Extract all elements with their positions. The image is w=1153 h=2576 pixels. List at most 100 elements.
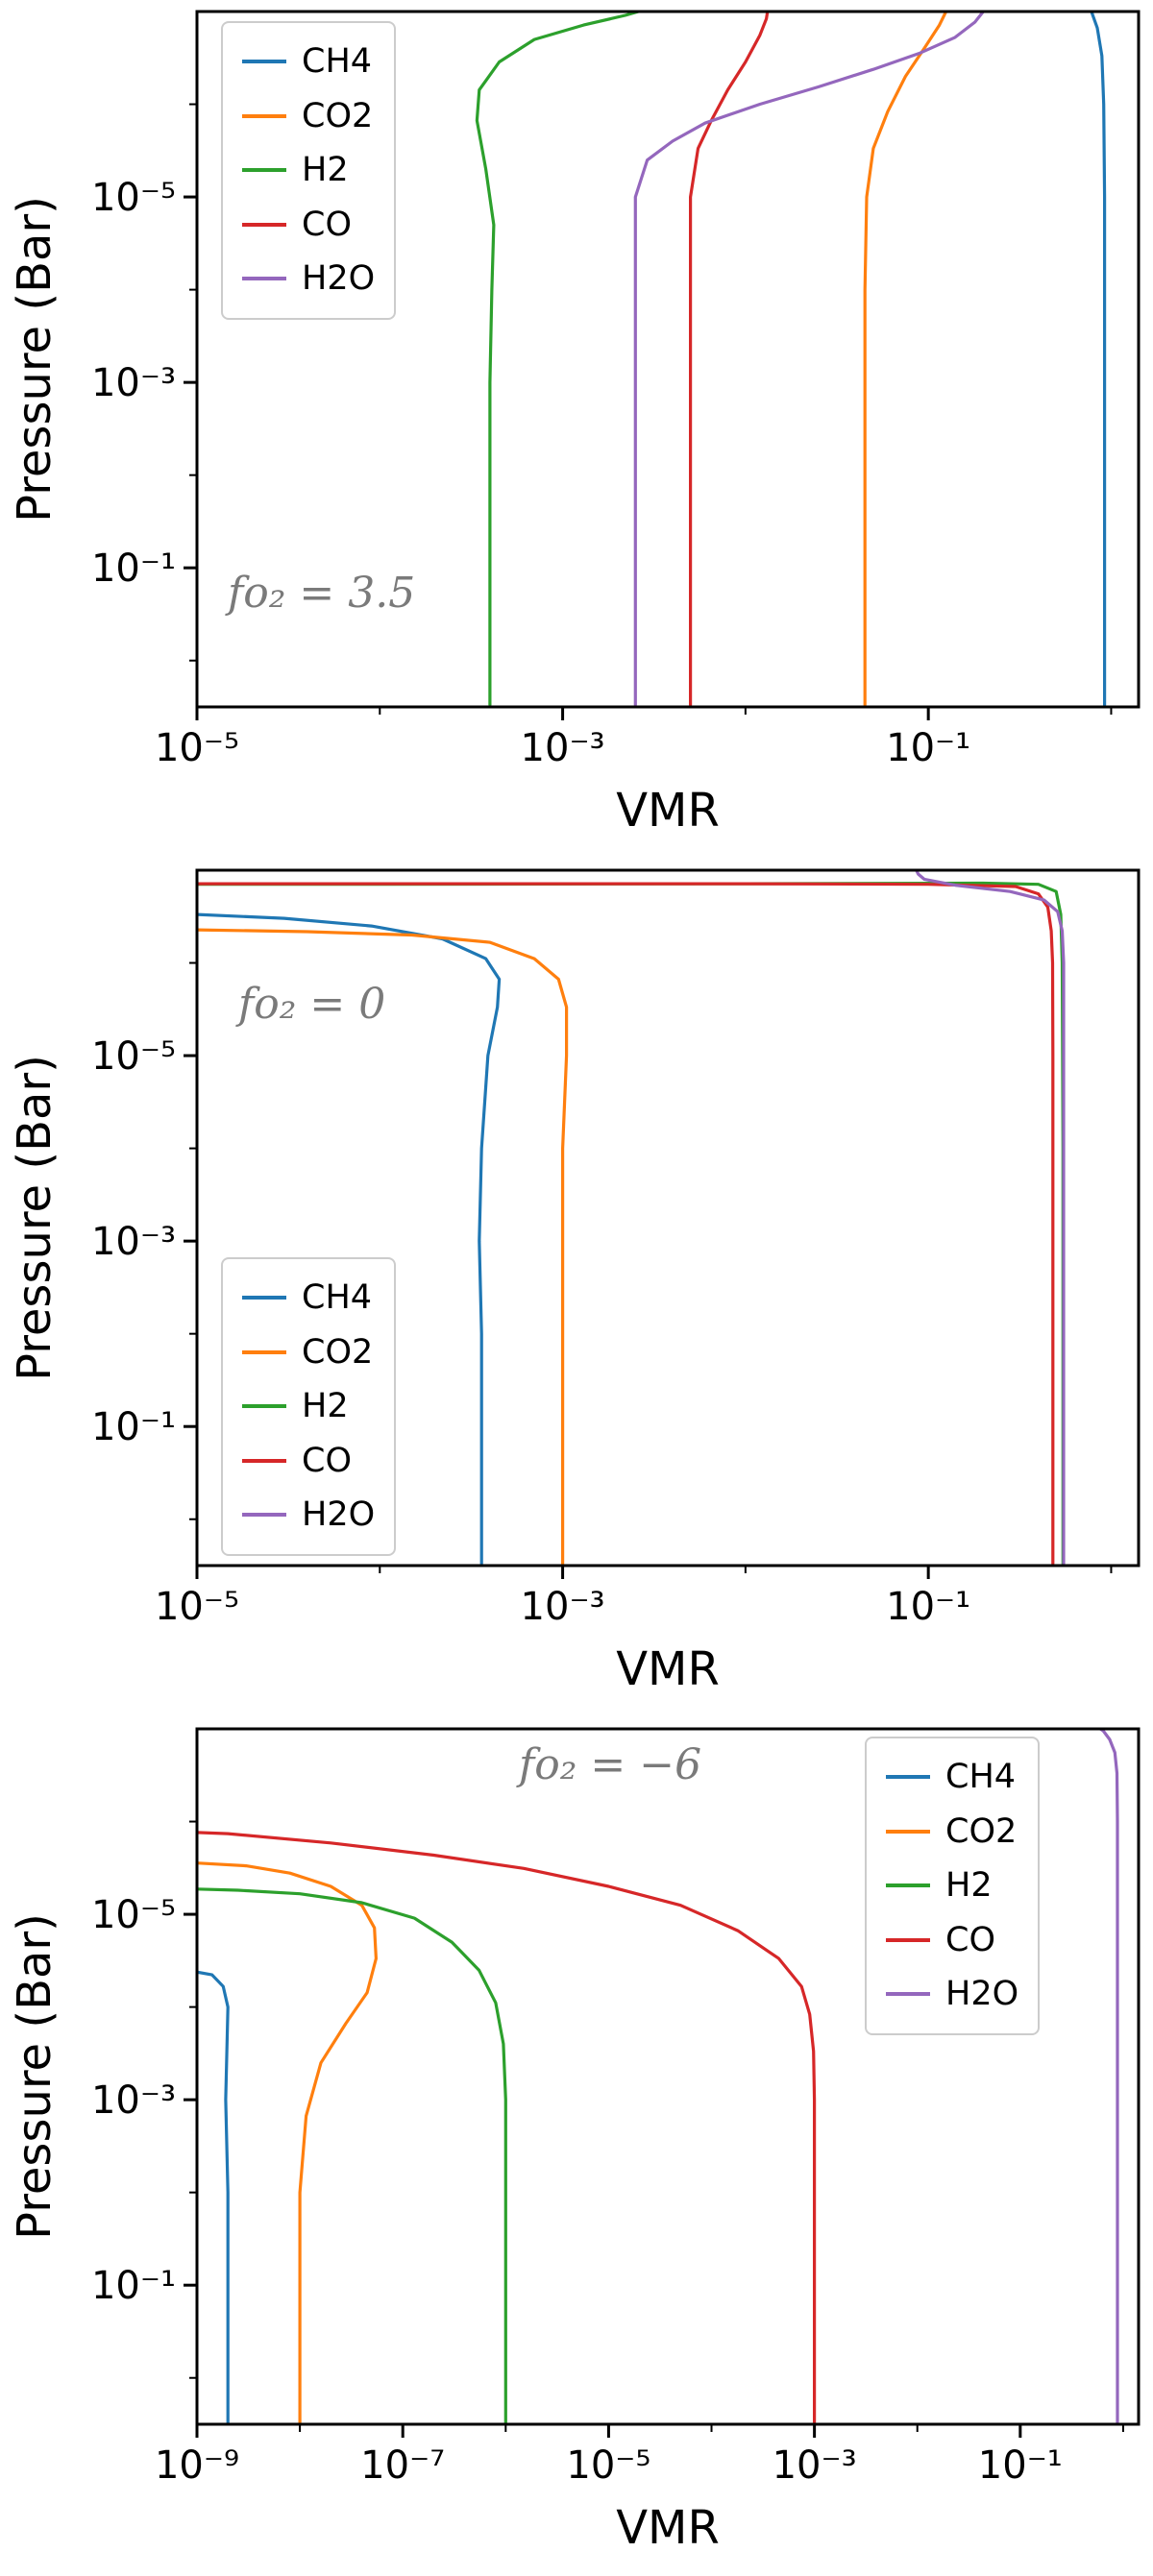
x-tick-label: 10⁻³	[521, 1585, 605, 1629]
legend-entry: H2O	[886, 1967, 1018, 2022]
fo2-annotation-middle: fo₂ = 0	[238, 980, 386, 1029]
legend-entry: CO	[242, 198, 375, 253]
legend-label: CO2	[302, 96, 374, 135]
axes-frame	[195, 1727, 1141, 2426]
legend-line-CO2	[886, 1829, 930, 1834]
series-line-CO2	[863, 12, 948, 707]
y-axis-label: Pressure (Bar)	[8, 1055, 61, 1381]
legend-entry: H2	[886, 1859, 1018, 1913]
y-tick-label: 10⁻³	[91, 2078, 176, 2123]
legend-label: CH4	[302, 42, 373, 81]
y-tick-label: 10⁻⁵	[91, 1893, 176, 1937]
series-line-CH4	[1090, 12, 1107, 707]
x-tick-label: 10⁻⁵	[566, 2443, 650, 2488]
x-tick-label: 10⁻³	[773, 2443, 857, 2488]
x-axis-label: VMR	[616, 784, 720, 838]
legend-line-H2O	[242, 277, 286, 281]
legend-entry: CO2	[242, 89, 375, 144]
y-tick-label: 10⁻³	[91, 361, 176, 405]
legend-line-CO2	[242, 113, 286, 118]
legend-label: CO2	[945, 1811, 1018, 1851]
chart-axes-middle: 10⁻⁵ 10⁻³ 10⁻¹ 10⁻⁵ 10⁻³ 10⁻¹ VMR Pressure (Bar…	[8, 868, 1141, 1696]
legend-line-CO	[886, 1937, 930, 1942]
y-tick-label: 10⁻¹	[91, 2264, 176, 2308]
legend-label: H2O	[945, 1975, 1019, 2013]
legend-line-CO2	[242, 1349, 286, 1354]
legend-line-H2O	[886, 1992, 930, 1997]
y-tick-label: 10⁻³	[91, 1220, 176, 1264]
legend-entry: CO2	[242, 1325, 375, 1380]
legend-entry: CH4	[242, 1271, 375, 1325]
legend-middle-panel: CH4 CO2 H2 CO H2O	[221, 1257, 397, 1556]
legend-label: CH4	[945, 1758, 1017, 1796]
x-tick-label: 10⁻¹	[978, 2443, 1063, 2488]
series-line-H2	[197, 1887, 507, 2424]
series-line-CO2	[197, 928, 569, 1566]
series-line-CH4	[197, 912, 502, 1566]
chart-axes-bottom: 10⁻⁹ 10⁻⁷ 10⁻⁵ 10⁻³ 10⁻¹ 10⁻⁵ 10⁻³ 10⁻¹ VMR Press…	[8, 1727, 1141, 2555]
legend-label: H2O	[302, 1495, 376, 1534]
chart-axes-top: 10⁻⁵ 10⁻³ 10⁻¹ 10⁻⁵ 10⁻³ 10⁻¹ VMR Pressure (Bar…	[8, 10, 1141, 838]
x-axis-label: VMR	[616, 2501, 720, 2555]
y-tick-label: 10⁻⁵	[91, 1034, 176, 1079]
legend-line-CH4	[886, 1775, 930, 1780]
legend-label: CO	[302, 1441, 352, 1480]
legend-entry: CH4	[886, 1750, 1018, 1805]
legend-entry: H2	[242, 143, 375, 198]
legend-line-CH4	[242, 60, 286, 64]
x-tick-label: 10⁻¹	[886, 726, 970, 770]
x-tick-label: 10⁻⁵	[155, 1585, 239, 1629]
legend-line-CH4	[242, 1296, 286, 1300]
legend-label: H2	[302, 1387, 349, 1425]
legend-line-CO	[242, 1458, 286, 1463]
series-line-CO2	[197, 1861, 378, 2424]
series-line-CO	[197, 1831, 817, 2424]
legend-line-H2	[242, 168, 286, 173]
legend-label: CH4	[302, 1278, 373, 1317]
y-axis-label: Pressure (Bar)	[8, 1913, 61, 2240]
y-tick-label: 10⁻¹	[91, 547, 176, 591]
legend-entry: CO2	[886, 1805, 1018, 1859]
axes-frame	[195, 10, 1141, 709]
legend-entry: CH4	[242, 35, 375, 89]
legend-line-CO	[242, 222, 286, 227]
x-tick-label: 10⁻³	[521, 726, 605, 770]
legend-line-H2	[886, 1883, 930, 1888]
x-axis-label: VMR	[616, 1642, 720, 1696]
legend-label: CO	[945, 1920, 995, 1959]
fo2-annotation-bottom: fo₂ = −6	[519, 1740, 702, 1789]
legend-entry: H2O	[242, 1488, 375, 1543]
legend-entry: H2O	[242, 252, 375, 306]
x-tick-label: 10⁻⁷	[360, 2443, 445, 2488]
chart-panel-fo2-3p5: 10⁻⁵ 10⁻³ 10⁻¹ 10⁻⁵ 10⁻³ 10⁻¹ VMR Pressure (Bar…	[0, 0, 1153, 859]
series-line-H2O	[633, 12, 986, 707]
y-tick-label: 10⁻¹	[91, 1405, 176, 1449]
series-line-CH4	[197, 1970, 230, 2424]
legend-entry: H2	[242, 1379, 375, 1434]
x-tick-label: 10⁻⁵	[155, 726, 239, 770]
legend-label: H2O	[302, 259, 376, 298]
legend-label: H2	[945, 1866, 993, 1905]
legend-entry: CO	[886, 1913, 1018, 1968]
x-tick-label: 10⁻¹	[886, 1585, 970, 1629]
chart-panel-fo2-0: 10⁻⁵ 10⁻³ 10⁻¹ 10⁻⁵ 10⁻³ 10⁻¹ VMR Pressure (Bar…	[0, 859, 1153, 1717]
y-axis-label: Pressure (Bar)	[8, 196, 61, 522]
legend-label: H2	[302, 151, 349, 189]
fo2-annotation-top: fo₂ = 3.5	[228, 569, 416, 618]
chart-panel-fo2-minus6: 10⁻⁹ 10⁻⁷ 10⁻⁵ 10⁻³ 10⁻¹ 10⁻⁵ 10⁻³ 10⁻¹ VMR Press…	[0, 1717, 1153, 2576]
legend-label: CO2	[302, 1332, 374, 1372]
legend-line-H2O	[242, 1513, 286, 1518]
legend-label: CO	[302, 205, 352, 244]
series-line-CO	[197, 882, 1055, 1566]
series-line-H2	[475, 12, 641, 707]
legend-top-panel: CH4 CO2 H2 CO H2O	[221, 21, 397, 320]
series-line-CO	[688, 12, 770, 707]
series-line-H2O	[915, 870, 1066, 1566]
legend-line-H2	[242, 1404, 286, 1409]
legend-bottom-panel: CH4 CO2 H2 CO H2O	[865, 1737, 1041, 2035]
axes-frame	[195, 868, 1141, 1567]
x-tick-label: 10⁻⁹	[155, 2443, 239, 2488]
series-line-H2O	[1098, 1729, 1119, 2424]
y-tick-label: 10⁻⁵	[91, 176, 176, 220]
